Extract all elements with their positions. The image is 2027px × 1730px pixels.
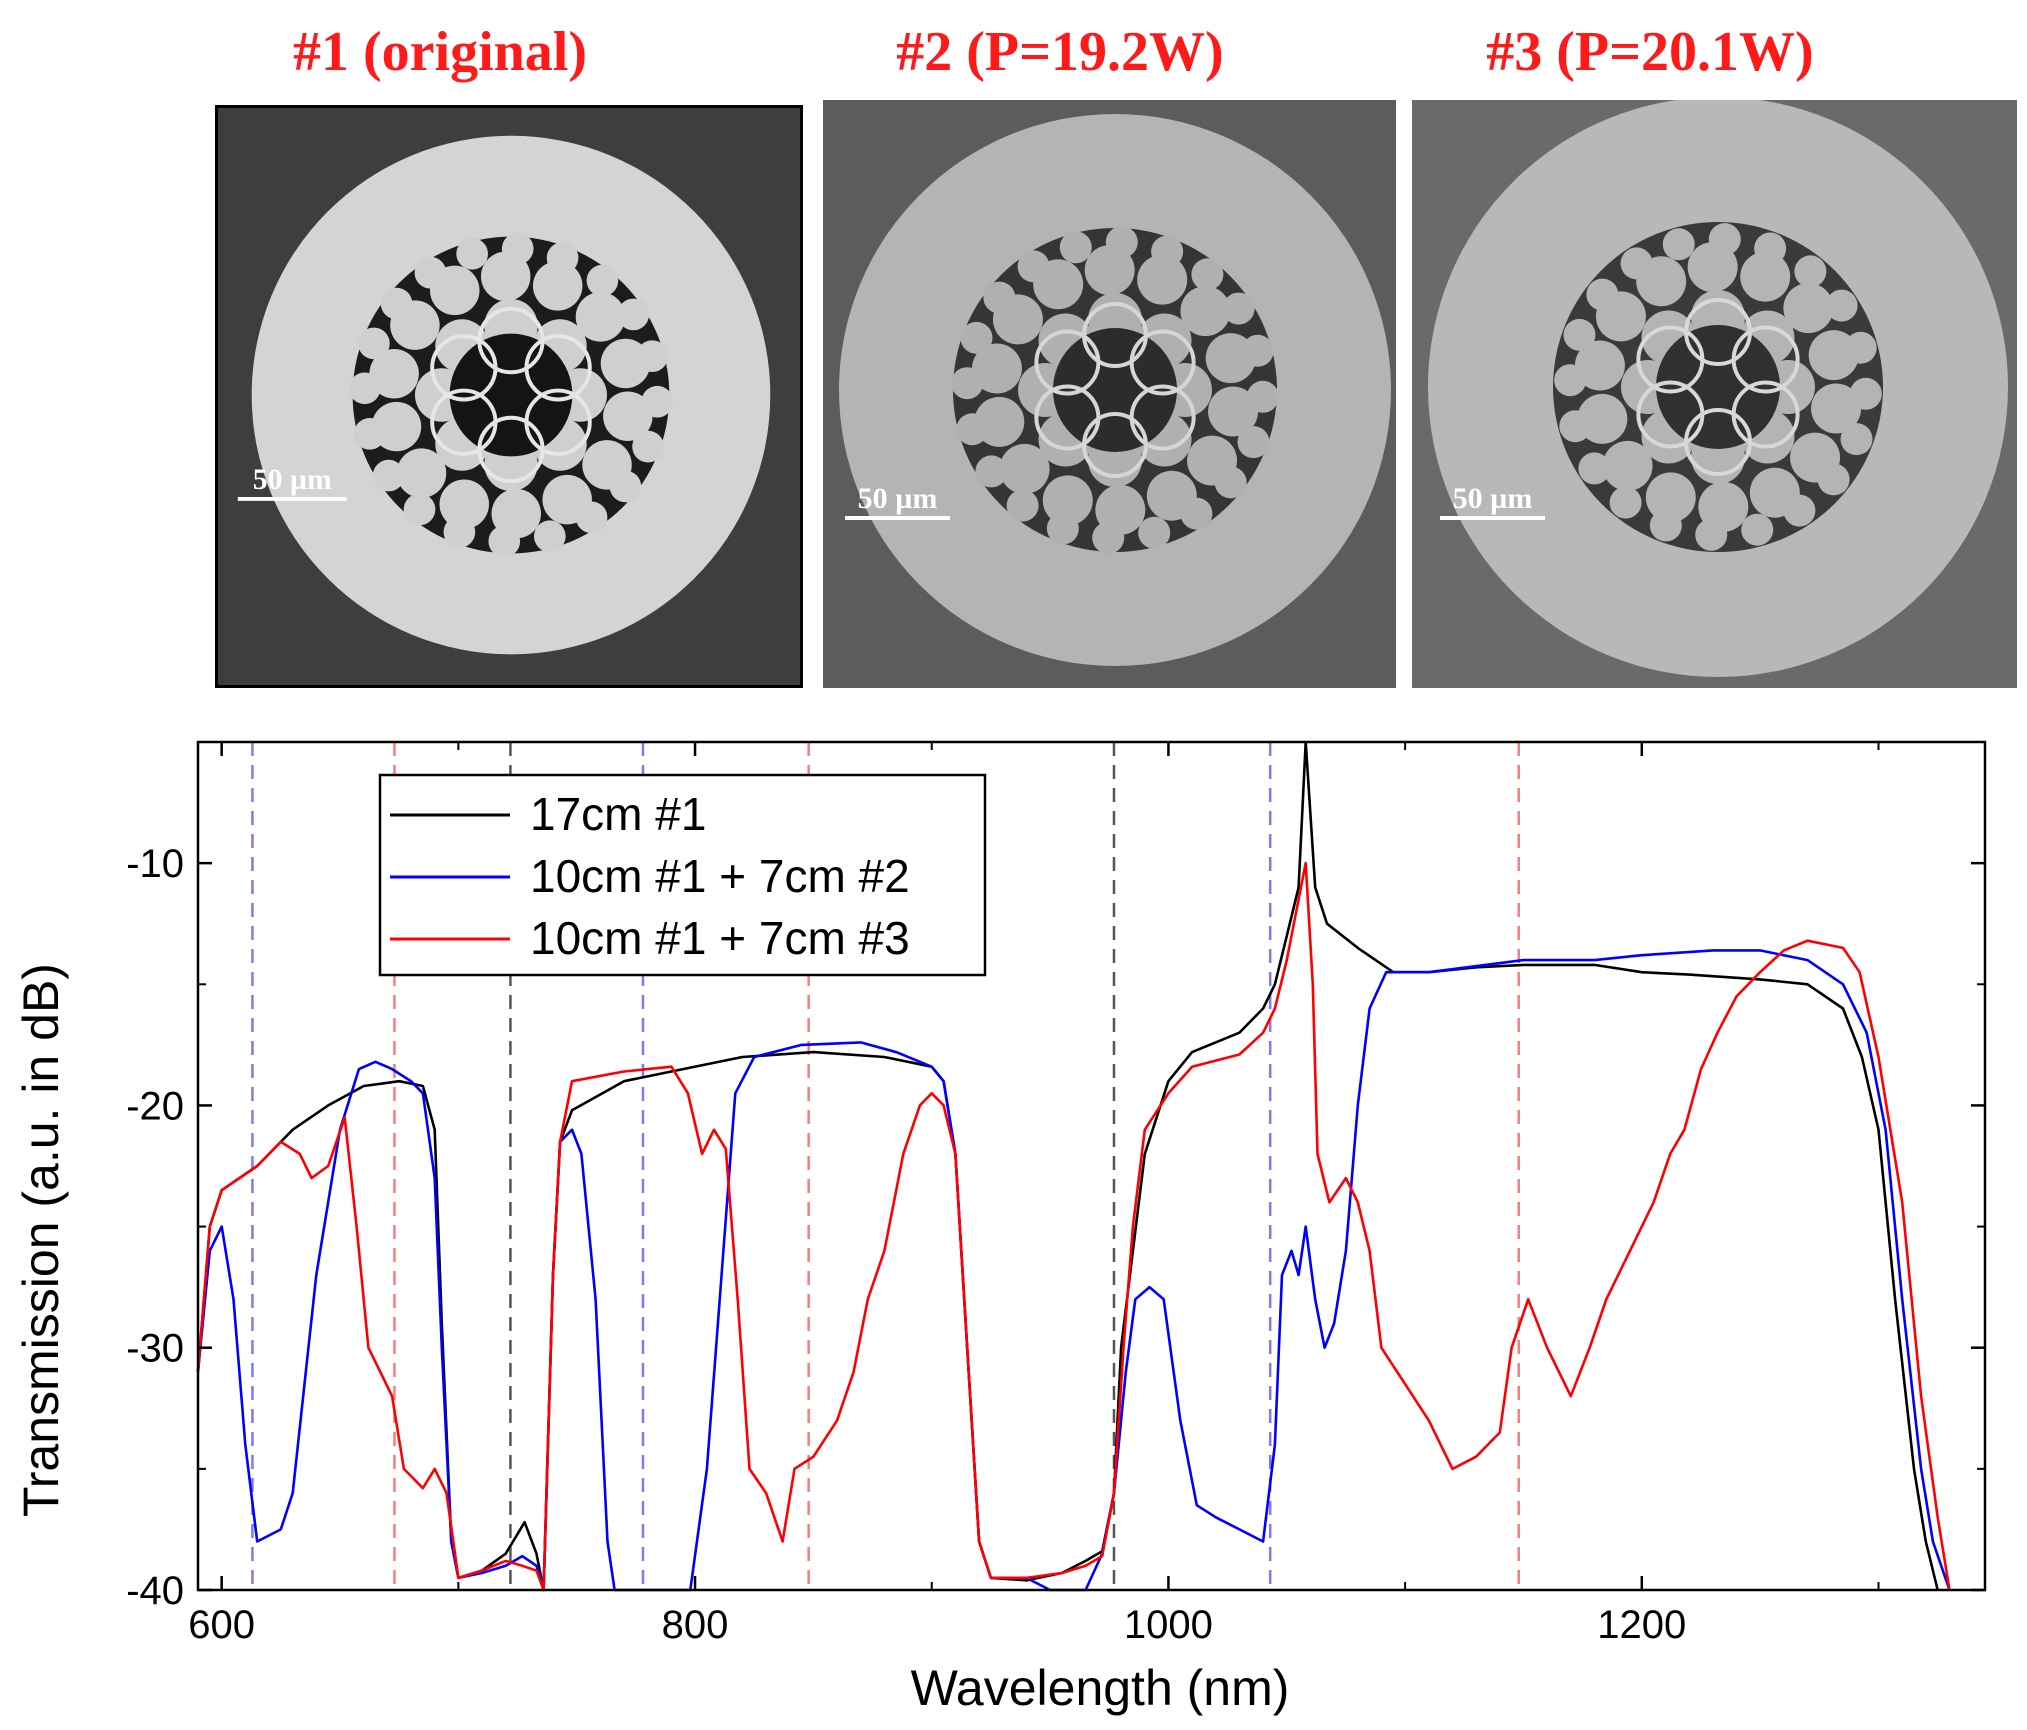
panel-title-1: #1 (original): [293, 21, 587, 83]
sem-image-2: 50 µm: [823, 100, 1396, 688]
series-group: [196, 740, 1951, 1592]
legend-label-1: 10cm #1 + 7cm #2: [530, 850, 910, 902]
y-tick-label-0: -10: [126, 842, 184, 886]
axis-ticks: 600 800 1000 1200 -10 -20 -30 -40: [126, 741, 1985, 1647]
x-tick-label-1: 800: [662, 1603, 729, 1647]
scale-bar-label: 50 µm: [253, 464, 332, 496]
plot-frame: [196, 740, 1987, 1592]
y-tick-label-1: -20: [126, 1084, 184, 1128]
chart-svg: 600 800 1000 1200 -10 -20 -30 -40 Wavelength (n…: [13, 740, 1987, 1716]
transmission-chart: 600 800 1000 1200 -10 -20 -30 -40 Wavelength (n…: [0, 700, 2027, 1730]
hollow-core: [1053, 328, 1177, 452]
panel-title-2: #2 (P=19.2W): [896, 21, 1224, 83]
scale-bar-label: 50 µm: [858, 482, 938, 515]
legend-box: [378, 773, 987, 977]
core-tubes: [1034, 302, 1196, 478]
sem-image-3: 50 µm: [1412, 100, 2017, 688]
fiber-cross-section-icon: 50 µm: [218, 108, 800, 685]
legend-label-2: 10cm #1 + 7cm #3: [530, 912, 910, 964]
legend: 17cm #1 10cm #1 + 7cm #2 10cm #1 + 7cm #3: [378, 773, 987, 977]
hollow-core: [1656, 325, 1780, 449]
y-tick-label-2: -30: [126, 1327, 184, 1371]
x-axis-label: Wavelength (nm): [911, 1660, 1290, 1716]
core-tubes: [1636, 298, 1800, 476]
core-tubes: [430, 306, 592, 484]
series-line-1: [196, 949, 1951, 1592]
y-tick-label-3: -40: [126, 1569, 184, 1613]
fiber-cross-section-icon: 50 µm: [823, 100, 1396, 688]
x-tick-label-2: 1000: [1124, 1603, 1213, 1647]
sem-image-1: 50 µm: [215, 105, 803, 688]
y-axis-label: Transmission (a.u. in dB): [13, 963, 69, 1517]
x-tick-label-0: 600: [188, 1603, 255, 1647]
scale-bar-label: 50 µm: [1453, 482, 1533, 515]
hollow-core: [449, 333, 573, 457]
x-tick-label-3: 1200: [1597, 1603, 1686, 1647]
panel-title-3: #3 (P=20.1W): [1486, 21, 1814, 83]
series-line-2: [196, 861, 1951, 1592]
fiber-cross-section-icon: 50 µm: [1412, 100, 2017, 688]
legend-label-0: 17cm #1: [530, 788, 706, 840]
